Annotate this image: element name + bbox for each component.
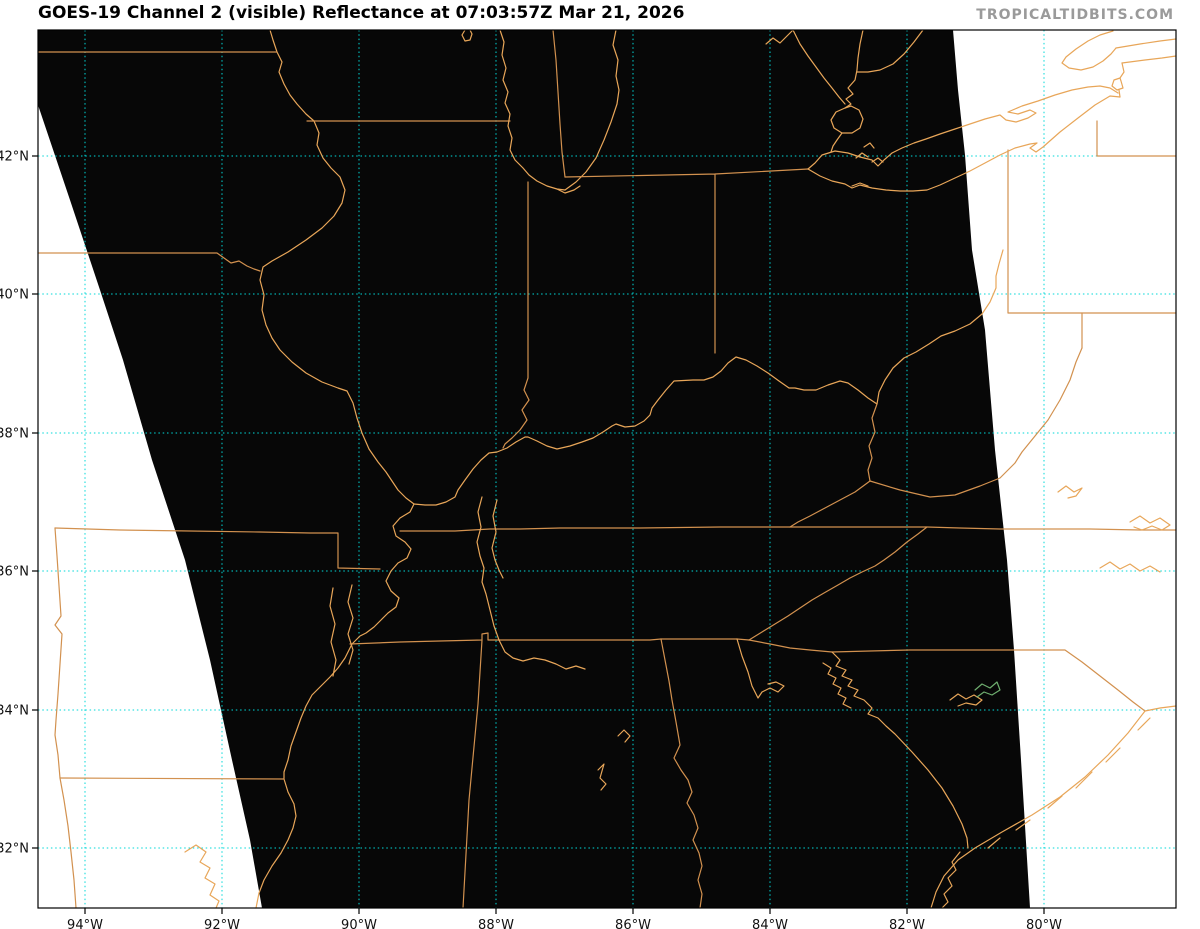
feature-georgia-coast-islands bbox=[941, 851, 961, 909]
feature-lake-erie-north-shore bbox=[807, 85, 1119, 170]
feature-lake-murray bbox=[949, 693, 983, 707]
feature-lake-michigan-east-shore bbox=[556, 29, 620, 194]
feature-lake-michigan-state-line bbox=[552, 29, 566, 178]
feature-smith-lake bbox=[617, 729, 631, 743]
feature-white-river bbox=[347, 584, 354, 665]
feature-michigan-thumb-shore bbox=[765, 29, 846, 105]
feature-big-sandy-river bbox=[867, 403, 878, 482]
feature-pennsylvania-newyork-border bbox=[1096, 120, 1177, 157]
feature-arkansas-louisiana-border bbox=[59, 777, 285, 780]
feature-kytn-vanc-36-line bbox=[399, 526, 1177, 532]
feature-kerr-lake bbox=[1129, 515, 1171, 531]
lon-tick-label: 82°W bbox=[889, 918, 925, 929]
feature-niagara-river bbox=[1111, 62, 1125, 98]
site-watermark: TROPICALTIDBITS.COM bbox=[976, 7, 1174, 23]
lon-tick-label: 90°W bbox=[341, 918, 377, 929]
feature-roanoke-river bbox=[1099, 561, 1161, 573]
feature-westvirginia-virginia-ridge bbox=[869, 347, 1083, 498]
feature-claytor-lake bbox=[1057, 485, 1083, 499]
lon-tick-label: 86°W bbox=[615, 918, 651, 929]
lat-tick-label: 40°N bbox=[0, 288, 29, 303]
lat-tick-label: 38°N bbox=[0, 427, 29, 442]
feature-coast-barrier-islands bbox=[987, 717, 1151, 849]
feature-alabama-small-lake bbox=[597, 763, 607, 791]
feature-lake-ontario-west-end bbox=[1061, 30, 1117, 71]
feature-ohio-river bbox=[413, 249, 1004, 506]
lat-tick-label: 32°N bbox=[0, 842, 29, 857]
feature-tennessee-northcarolina-border bbox=[748, 526, 928, 641]
feature-35n-border-line bbox=[349, 632, 750, 645]
lon-tick-label: 88°W bbox=[478, 918, 514, 929]
feature-arkansas-missouri-border bbox=[54, 527, 381, 570]
feature-mississippi-river bbox=[255, 29, 415, 909]
page-title: GOES-19 Channel 2 (visible) Reflectance … bbox=[38, 3, 685, 23]
lat-tick-label: 34°N bbox=[0, 704, 29, 719]
feature-kentucky-virginia-ridge bbox=[789, 480, 871, 528]
feature-hartwell-lakes bbox=[822, 662, 852, 709]
feature-oklahoma-arkansas-border bbox=[54, 527, 77, 909]
feature-georgia-green-lakes bbox=[974, 681, 1001, 698]
feature-lake-st-clair bbox=[830, 105, 864, 134]
feature-st-francis-river bbox=[329, 587, 337, 677]
lat-tick-label: 36°N bbox=[0, 565, 29, 580]
feature-mississippi-alabama-border bbox=[462, 639, 483, 909]
lon-tick-label: 92°W bbox=[204, 918, 240, 929]
feature-lake-winnebago bbox=[461, 29, 473, 42]
feature-iowa-missouri-border bbox=[37, 252, 261, 272]
feature-illinois-indiana-border bbox=[502, 181, 530, 449]
feature-ohio-pennsylvania-border bbox=[1007, 149, 1177, 314]
feature-blue-ridge-river bbox=[736, 638, 785, 699]
feature-kentucky-lake bbox=[476, 496, 586, 670]
feature-lake-ontario-shores bbox=[1115, 38, 1177, 64]
feature-savannah-river bbox=[831, 651, 969, 849]
feature-detroit-river bbox=[830, 132, 843, 153]
feature-lake-erie-south-shore bbox=[807, 95, 1121, 192]
feature-alabama-georgia-border bbox=[660, 638, 703, 909]
satellite-scan-sector bbox=[38, 30, 1030, 908]
feature-lake-erie-islands bbox=[851, 142, 884, 187]
plot-frame bbox=[37, 29, 1177, 909]
feature-michigan-indiana-ohio-border bbox=[564, 168, 809, 354]
feature-lake-huron-shore bbox=[856, 29, 924, 73]
lon-tick-label: 84°W bbox=[752, 918, 788, 929]
lat-tick-label: 42°N bbox=[0, 150, 29, 165]
feature-lake-barkley bbox=[491, 499, 504, 579]
lon-tick-label: 80°W bbox=[1026, 918, 1062, 929]
feature-northcarolina-southcarolina-border bbox=[748, 639, 1146, 712]
feature-lake-michigan-west-shore bbox=[499, 29, 566, 191]
lon-tick-label: 94°W bbox=[67, 918, 103, 929]
feature-louisiana-lakes bbox=[184, 844, 220, 909]
feature-st-clair-river bbox=[844, 29, 864, 109]
